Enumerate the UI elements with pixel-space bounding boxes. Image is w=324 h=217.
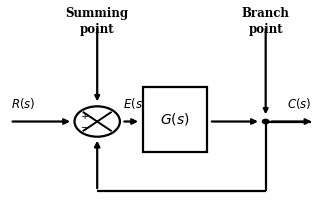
- Text: $C(s)$: $C(s)$: [286, 96, 311, 111]
- Text: −: −: [81, 124, 89, 133]
- Text: Summing
point: Summing point: [66, 7, 129, 36]
- Text: $E(s)$: $E(s)$: [123, 96, 147, 111]
- Text: $G(s)$: $G(s)$: [160, 111, 190, 127]
- Text: Branch
point: Branch point: [242, 7, 290, 36]
- Circle shape: [262, 119, 269, 124]
- Text: +: +: [81, 112, 89, 122]
- Bar: [143, 87, 207, 152]
- Text: $R(s)$: $R(s)$: [11, 96, 36, 111]
